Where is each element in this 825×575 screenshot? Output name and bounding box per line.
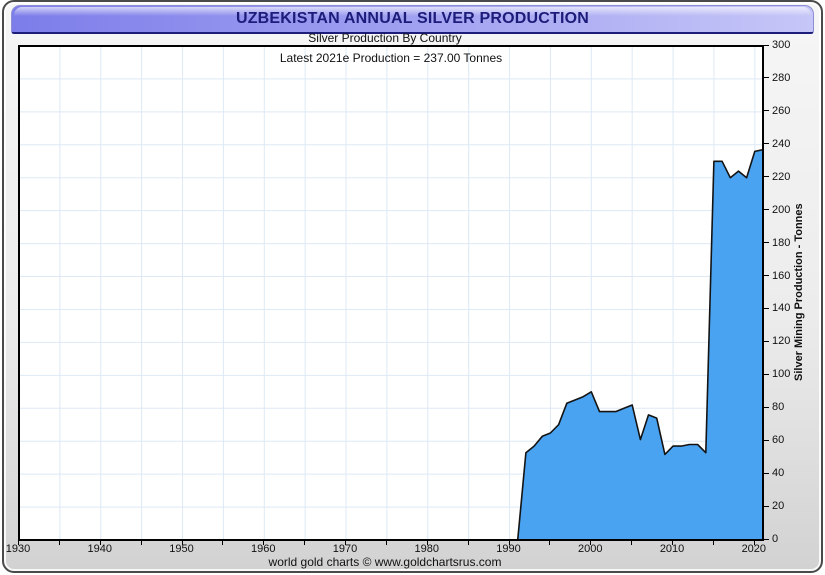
y-tick-label: 240 — [772, 137, 791, 150]
x-tick-mark — [467, 540, 469, 545]
silver-production-area-chart — [19, 46, 763, 540]
y-tick-label: 40 — [772, 467, 785, 480]
credit-text: world gold charts © www.goldchartsrus.co… — [268, 555, 502, 569]
title-bar: UZBEKISTAN ANNUAL SILVER PRODUCTION — [11, 5, 814, 34]
y-tick-mark — [763, 307, 769, 309]
x-tick-mark — [753, 540, 755, 545]
y-tick-mark — [763, 373, 769, 375]
x-tick-label: 1960 — [251, 543, 276, 555]
plot-border — [19, 46, 763, 540]
y-tick-label: 180 — [772, 236, 791, 249]
x-tick-mark — [672, 540, 674, 545]
x-tick-label: 2020 — [741, 543, 767, 555]
y-tick-mark — [763, 44, 769, 46]
latest-production-annotation: Latest 2021e Production = 237.00 Tonnes — [279, 51, 503, 65]
y-tick-mark — [763, 242, 769, 244]
y-tick-label: 160 — [772, 269, 791, 282]
y-axis-title: Silver Mining Production - Tonnes — [793, 203, 805, 381]
y-tick-label: 0 — [772, 533, 779, 545]
y-tick-mark — [763, 406, 769, 408]
y-tick-label: 300 — [772, 39, 791, 51]
x-tick-mark — [426, 540, 428, 545]
y-tick-mark — [763, 176, 769, 178]
plot-area: Latest 2021e Production = 237.00 Tonnes — [18, 45, 764, 541]
y-tick-mark — [763, 275, 769, 277]
y-tick-mark — [763, 110, 769, 112]
x-tick-mark — [304, 540, 306, 545]
y-tick-mark — [763, 472, 769, 474]
y-tick-label: 20 — [772, 500, 785, 513]
y-tick-label: 260 — [772, 104, 791, 117]
y-tick-mark — [763, 340, 769, 342]
y-tick-label: 80 — [772, 401, 785, 414]
y-tick-label: 60 — [772, 434, 785, 447]
y-tick-mark — [763, 439, 769, 441]
x-tick-mark — [140, 540, 142, 545]
x-tick-mark — [18, 540, 19, 545]
x-tick-mark — [508, 540, 510, 545]
y-tick-label: 220 — [772, 170, 791, 183]
x-tick-mark — [263, 540, 265, 545]
y-tick-label: 200 — [772, 203, 791, 216]
x-tick-mark — [181, 540, 183, 545]
y-tick-label: 280 — [772, 71, 791, 84]
x-tick-label: 1990 — [496, 543, 521, 555]
x-tick-label: 1950 — [169, 543, 194, 555]
titlebar-gloss — [14, 7, 811, 16]
x-tick-label: 1980 — [414, 543, 440, 555]
y-tick-mark — [763, 77, 769, 79]
page-title: UZBEKISTAN ANNUAL SILVER PRODUCTION — [235, 10, 590, 27]
y-tick-label: 140 — [772, 302, 791, 315]
y-tick-mark — [763, 143, 769, 145]
x-tick-mark — [631, 540, 633, 545]
production-line — [516, 148, 763, 540]
x-tick-mark — [58, 540, 60, 545]
x-tick-label: 2000 — [578, 543, 603, 555]
x-tick-label: 1930 — [5, 543, 31, 555]
x-tick-mark — [385, 540, 387, 545]
y-tick-mark — [763, 538, 769, 540]
x-tick-mark — [590, 540, 592, 545]
x-tick-mark — [712, 540, 714, 545]
x-tick-label: 1970 — [332, 543, 358, 555]
x-tick-mark — [222, 540, 224, 545]
y-tick-label: 100 — [772, 368, 791, 381]
x-tick-mark — [345, 540, 347, 545]
x-tick-label: 1940 — [87, 543, 112, 555]
y-tick-label: 120 — [772, 335, 791, 348]
x-tick-mark — [549, 540, 551, 545]
x-tick-mark — [99, 540, 101, 545]
x-tick-label: 2010 — [659, 543, 685, 555]
chart-subtitle: Silver Production By Country — [308, 31, 462, 45]
y-tick-mark — [763, 209, 769, 211]
production-area-fill — [517, 149, 763, 540]
y-tick-mark — [763, 505, 769, 507]
